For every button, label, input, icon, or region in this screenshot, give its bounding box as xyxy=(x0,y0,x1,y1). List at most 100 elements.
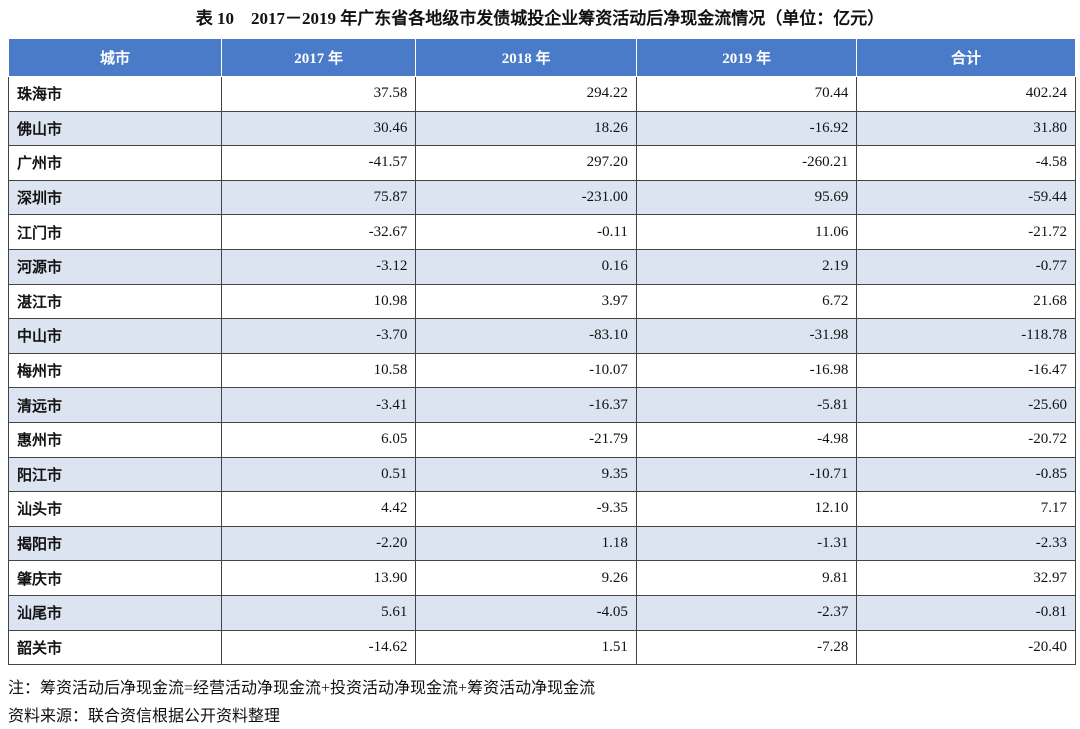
header-cell: 2017 年 xyxy=(220,38,417,77)
city-cell: 惠州市 xyxy=(8,421,222,458)
value-cell: -16.92 xyxy=(635,110,858,147)
table-row: 珠海市 37.58 294.22 70.44 402.24 xyxy=(8,76,1076,112)
table-body: 珠海市 37.58 294.22 70.44 402.24 佛山市 30.46 18.26 -1… xyxy=(8,76,1076,666)
value-cell: -5.81 xyxy=(635,387,858,423)
table-row: 清远市 -3.41 -16.37 -5.81 -25.60 xyxy=(8,387,1076,423)
value-cell: -231.00 xyxy=(415,179,637,216)
value-cell: -260.21 xyxy=(635,145,858,181)
value-cell: 13.90 xyxy=(220,560,417,596)
value-cell: 297.20 xyxy=(415,145,637,181)
value-cell: -4.58 xyxy=(856,145,1076,181)
value-cell: 18.26 xyxy=(415,110,637,147)
note: 注：筹资活动后净现金流=经营活动净现金流+投资活动净现金流+筹资活动净现金流 xyxy=(8,680,596,697)
table-row: 肇庆市 13.90 9.26 9.81 32.97 xyxy=(8,560,1076,596)
table-row: 佛山市 30.46 18.26 -16.92 31.80 xyxy=(8,110,1076,147)
value-cell: 3.97 xyxy=(415,283,637,320)
value-cell: 5.61 xyxy=(220,594,417,631)
value-cell: 31.80 xyxy=(856,110,1076,147)
city-cell: 汕头市 xyxy=(8,491,222,527)
value-cell: -0.77 xyxy=(856,248,1076,285)
value-cell: -21.79 xyxy=(415,421,637,458)
table-row: 梅州市 10.58 -10.07 -16.98 -16.47 xyxy=(8,352,1076,389)
table-row: 中山市 -3.70 -83.10 -31.98 -118.78 xyxy=(8,318,1076,354)
value-cell: -14.62 xyxy=(220,629,417,666)
value-cell: 75.87 xyxy=(220,179,417,216)
value-cell: 32.97 xyxy=(856,560,1076,596)
value-cell: -16.98 xyxy=(635,352,858,389)
value-cell: -20.72 xyxy=(856,421,1076,458)
header-cell: 2018 年 xyxy=(415,38,637,77)
city-cell: 揭阳市 xyxy=(8,525,222,562)
value-cell: -3.41 xyxy=(220,387,417,423)
value-cell: 11.06 xyxy=(635,214,858,250)
value-cell: -118.78 xyxy=(856,318,1076,354)
value-cell: 0.16 xyxy=(415,248,637,285)
value-cell: -16.47 xyxy=(856,352,1076,389)
value-cell: 7.17 xyxy=(856,491,1076,527)
value-cell: 12.10 xyxy=(635,491,858,527)
value-cell: -4.98 xyxy=(635,421,858,458)
header-row: 城市 2017 年 2018 年 2019 年合计 xyxy=(8,38,1076,77)
value-cell: 9.35 xyxy=(415,456,637,493)
value-cell: -3.12 xyxy=(220,248,417,285)
data-table: 城市 2017 年 2018 年 2019 年合计 珠海市 37.58 294.22 70.… xyxy=(8,38,1076,666)
source: 资料来源：联合资信根据公开资料整理 xyxy=(8,708,281,725)
header-cell: 2019 年 xyxy=(635,38,858,77)
value-cell: -59.44 xyxy=(856,179,1076,216)
value-cell: 402.24 xyxy=(856,76,1076,112)
value-cell: -2.33 xyxy=(856,525,1076,562)
city-cell: 阳江市 xyxy=(8,456,222,493)
value-cell: 9.81 xyxy=(635,560,858,596)
value-cell: 10.98 xyxy=(220,283,417,320)
city-cell: 河源市 xyxy=(8,248,222,285)
table-row: 河源市 -3.12 0.16 2.19 -0.77 xyxy=(8,248,1076,285)
city-cell: 珠海市 xyxy=(8,76,222,112)
value-cell: 2.19 xyxy=(635,248,858,285)
value-cell: -21.72 xyxy=(856,214,1076,250)
city-cell: 梅州市 xyxy=(8,352,222,389)
value-cell: 95.69 xyxy=(635,179,858,216)
value-cell: -16.37 xyxy=(415,387,637,423)
value-cell: 1.51 xyxy=(415,629,637,666)
value-cell: -32.67 xyxy=(220,214,417,250)
value-cell: 0.51 xyxy=(220,456,417,493)
city-cell: 江门市 xyxy=(8,214,222,250)
value-cell: 21.68 xyxy=(856,283,1076,320)
value-cell: 4.42 xyxy=(220,491,417,527)
table-row: 深圳市 75.87 -231.00 95.69 -59.44 xyxy=(8,179,1076,216)
value-cell: 37.58 xyxy=(220,76,417,112)
city-cell: 湛江市 xyxy=(8,283,222,320)
header-cell: 合计 xyxy=(856,38,1076,77)
table-row: 惠州市 6.05 -21.79 -4.98 -20.72 xyxy=(8,421,1076,458)
value-cell: 1.18 xyxy=(415,525,637,562)
value-cell: -10.71 xyxy=(635,456,858,493)
header-cell: 城市 xyxy=(8,38,222,77)
city-cell: 中山市 xyxy=(8,318,222,354)
value-cell: -41.57 xyxy=(220,145,417,181)
table-row: 阳江市 0.51 9.35 -10.71 -0.85 xyxy=(8,456,1076,493)
value-cell: -1.31 xyxy=(635,525,858,562)
value-cell: -0.85 xyxy=(856,456,1076,493)
value-cell: -20.40 xyxy=(856,629,1076,666)
table-row: 江门市 -32.67 -0.11 11.06 -21.72 xyxy=(8,214,1076,250)
value-cell: -3.70 xyxy=(220,318,417,354)
value-cell: -0.81 xyxy=(856,594,1076,631)
value-cell: -10.07 xyxy=(415,352,637,389)
table-row: 广州市 -41.57 297.20 -260.21 -4.58 xyxy=(8,145,1076,181)
value-cell: -25.60 xyxy=(856,387,1076,423)
value-cell: 9.26 xyxy=(415,560,637,596)
value-cell: -4.05 xyxy=(415,594,637,631)
value-cell: 6.05 xyxy=(220,421,417,458)
value-cell: 30.46 xyxy=(220,110,417,147)
value-cell: -9.35 xyxy=(415,491,637,527)
value-cell: -2.20 xyxy=(220,525,417,562)
value-cell: 294.22 xyxy=(415,76,637,112)
value-cell: 10.58 xyxy=(220,352,417,389)
table-row: 湛江市 10.98 3.97 6.72 21.68 xyxy=(8,283,1076,320)
city-cell: 韶关市 xyxy=(8,629,222,666)
table-row: 汕尾市 5.61 -4.05 -2.37 -0.81 xyxy=(8,594,1076,631)
value-cell: -0.11 xyxy=(415,214,637,250)
table-row: 韶关市 -14.62 1.51 -7.28 -20.40 xyxy=(8,629,1076,666)
city-cell: 佛山市 xyxy=(8,110,222,147)
